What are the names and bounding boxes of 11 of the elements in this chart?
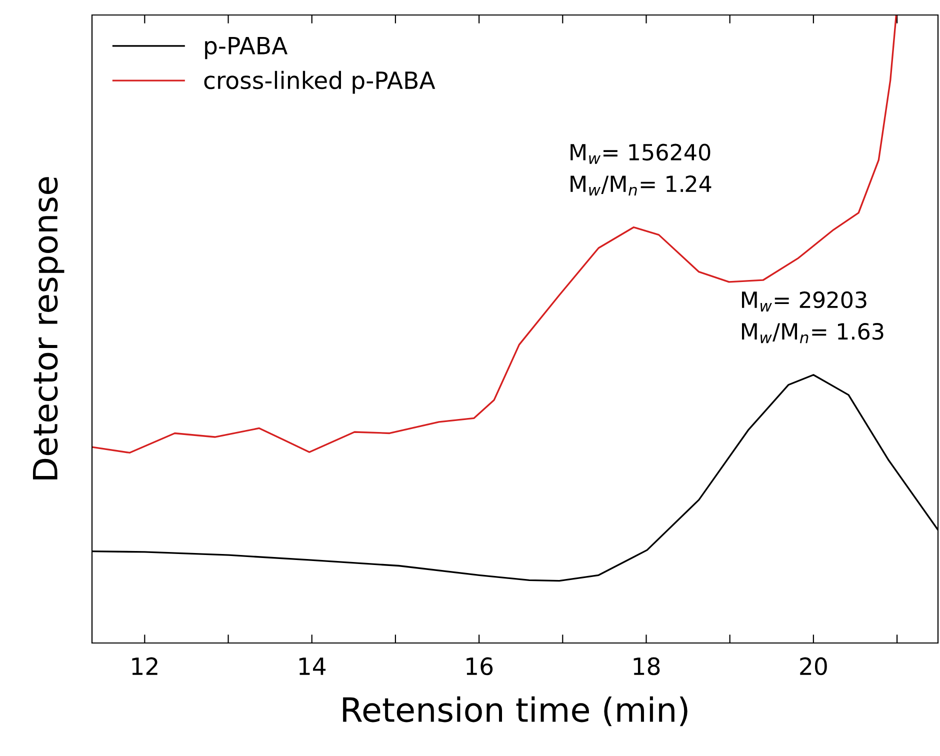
- x-tick-label: 16: [466, 657, 493, 676]
- x-tick-label: 12: [132, 657, 158, 675]
- legend-label: p-PABA: [205, 36, 288, 60]
- x-tick-label: 14: [299, 658, 326, 675]
- x-tick-label: 20: [800, 657, 827, 676]
- annotation: M$_{w}$= 29203 M$_{w}$/M$_{n}$= 1.63: [742, 291, 884, 344]
- y-axis-title: Detector response: [32, 177, 64, 480]
- x-tick-label: 18: [634, 657, 660, 676]
- annotation: M$_{w}$= 156240 M$_{w}$/M$_{n}$= 1.24: [570, 144, 712, 196]
- x-axis-title: Retension time (min): [343, 696, 688, 726]
- legend-label: cross-linked p-PABA: [204, 70, 436, 94]
